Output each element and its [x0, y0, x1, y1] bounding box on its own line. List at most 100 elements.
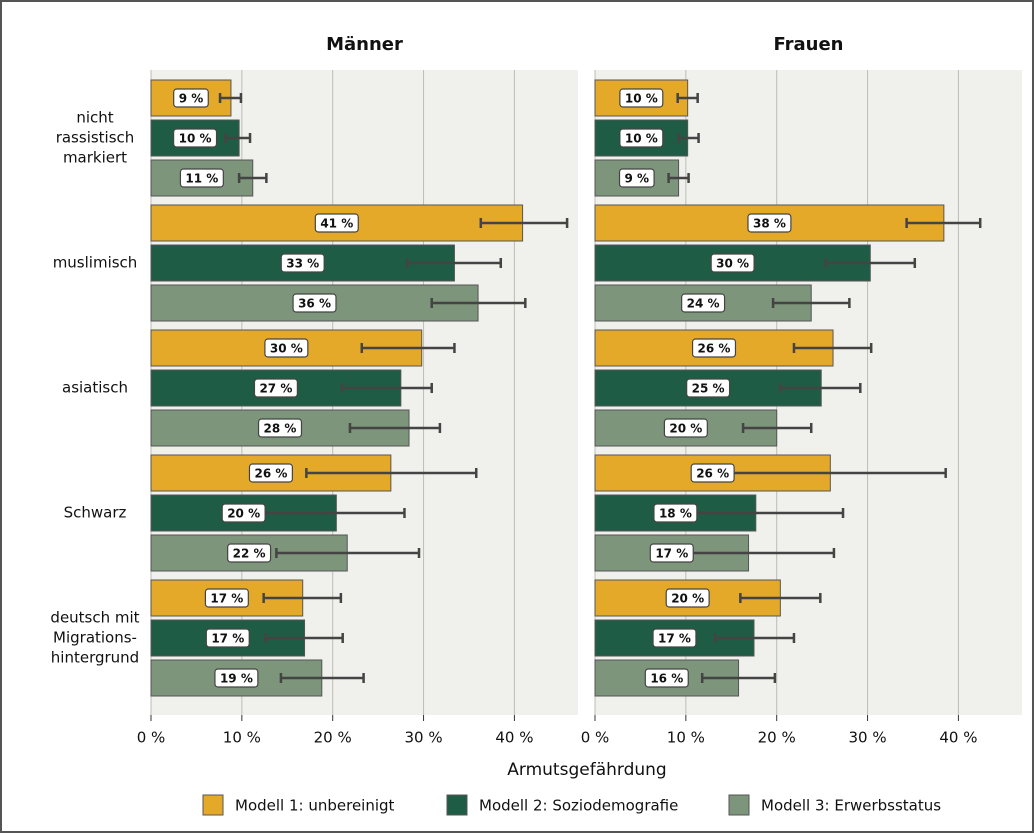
- error-bar: [262, 593, 343, 603]
- error-bar: [905, 218, 982, 228]
- value-label-box: [681, 293, 726, 313]
- x-tick-label: 0 %: [137, 729, 166, 747]
- value-label: 30 %: [716, 257, 749, 271]
- value-label-box: [292, 293, 337, 313]
- value-label: 9 %: [179, 92, 204, 106]
- error-bar: [237, 173, 268, 183]
- value-label-box: [280, 253, 325, 273]
- category-label: deutsch mit: [50, 609, 139, 627]
- value-label: 10 %: [625, 92, 658, 106]
- value-label: 17 %: [655, 547, 688, 561]
- value-label: 22 %: [233, 547, 266, 561]
- error-bar: [348, 423, 442, 433]
- x-tick-label: 10 %: [223, 729, 261, 747]
- value-label-box: [644, 668, 689, 688]
- value-label-box: [264, 338, 309, 358]
- value-label: 11 %: [185, 172, 218, 186]
- value-label: 25 %: [692, 382, 725, 396]
- value-label-box: [649, 543, 694, 563]
- value-label-box: [173, 128, 218, 148]
- value-label: 20 %: [671, 592, 704, 606]
- x-tick-label: 20 %: [758, 729, 796, 747]
- value-label: 20 %: [227, 507, 260, 521]
- value-label: 19 %: [220, 672, 253, 686]
- error-bar: [405, 258, 503, 268]
- panel-title: Frauen: [773, 34, 843, 55]
- value-label: 30 %: [270, 342, 303, 356]
- value-label-box: [227, 543, 272, 563]
- error-bar: [667, 173, 690, 183]
- legend-label: Modell 1: unbereinigt: [235, 797, 395, 815]
- x-tick-label: 30 %: [848, 729, 886, 747]
- value-label: 33 %: [286, 257, 319, 271]
- error-bar: [677, 133, 700, 143]
- error-bar: [792, 343, 873, 353]
- error-bar: [479, 218, 569, 228]
- error-bar: [430, 298, 527, 308]
- value-label: 17 %: [211, 632, 244, 646]
- category-label: Migrations-: [53, 629, 137, 647]
- error-bar: [824, 258, 917, 268]
- value-label-box: [619, 88, 664, 108]
- legend-swatch: [728, 794, 750, 816]
- category-label: Schwarz: [64, 504, 127, 522]
- value-label-box: [665, 588, 710, 608]
- value-label: 26 %: [254, 467, 287, 481]
- value-label: 17 %: [210, 592, 243, 606]
- value-label: 20 %: [669, 422, 702, 436]
- error-bar: [340, 383, 433, 393]
- error-bar: [739, 593, 822, 603]
- x-tick-label: 40 %: [495, 729, 533, 747]
- legend-swatch: [446, 794, 468, 816]
- category-label: markiert: [63, 149, 127, 167]
- value-label: 10 %: [625, 132, 658, 146]
- value-label: 17 %: [658, 632, 691, 646]
- value-label-box: [652, 628, 697, 648]
- error-bar: [360, 343, 456, 353]
- error-bar: [218, 93, 243, 103]
- value-label-box: [314, 213, 359, 233]
- error-bar: [279, 673, 365, 683]
- value-label-box: [257, 418, 303, 438]
- value-label-box: [663, 418, 708, 438]
- value-label: 27 %: [259, 382, 292, 396]
- category-label: asiatisch: [62, 379, 128, 397]
- value-label-box: [653, 503, 698, 523]
- value-label: 26 %: [698, 342, 731, 356]
- value-label-box: [204, 588, 249, 608]
- legend-label: Modell 2: Soziodemografie: [479, 797, 678, 815]
- value-label-box: [710, 253, 755, 273]
- value-label-box: [221, 503, 266, 523]
- legend-label: Modell 3: Erwerbsstatus: [761, 797, 941, 815]
- error-bar: [713, 633, 796, 643]
- value-label-box: [686, 378, 731, 398]
- value-label: 26 %: [696, 467, 729, 481]
- category-label: nicht: [76, 109, 113, 127]
- legend-swatch: [202, 794, 224, 816]
- value-label: 41 %: [320, 217, 353, 231]
- value-label-box: [205, 628, 250, 648]
- value-label-box: [179, 168, 224, 188]
- value-label-box: [747, 213, 792, 233]
- x-axis-label: Armutsgefährdung: [507, 760, 666, 780]
- error-bar: [700, 673, 777, 683]
- x-tick-label: 20 %: [314, 729, 352, 747]
- error-bar: [264, 633, 344, 643]
- category-label: muslimisch: [53, 254, 138, 272]
- value-label: 10 %: [179, 132, 212, 146]
- value-label: 9 %: [625, 172, 650, 186]
- error-bar: [305, 468, 478, 478]
- value-label-box: [248, 463, 293, 483]
- value-label: 18 %: [659, 507, 692, 521]
- value-label-box: [214, 668, 259, 688]
- value-label-box: [173, 88, 209, 108]
- error-bar: [741, 423, 813, 433]
- error-bar: [779, 383, 862, 393]
- value-label: 28 %: [264, 422, 297, 436]
- value-label-box: [253, 378, 298, 398]
- value-label-box: [619, 128, 664, 148]
- x-tick-label: 40 %: [939, 729, 977, 747]
- error-bar: [275, 548, 421, 558]
- value-label: 24 %: [687, 297, 720, 311]
